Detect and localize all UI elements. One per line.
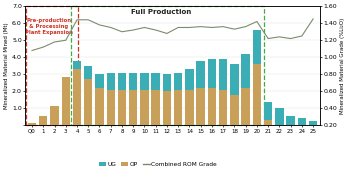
Bar [151,73,160,90]
Bar [275,108,284,125]
Bar [309,121,317,125]
Bar [230,64,239,95]
Combined ROM Grade [221,25,225,28]
Bar [264,102,272,120]
Combined ROM Grade [176,26,180,29]
Bar [71,6,264,125]
Bar [196,88,205,125]
Combined ROM Grade [244,25,248,28]
Bar [163,74,171,91]
Combined ROM Grade [232,28,237,30]
Bar [264,120,272,125]
Combined ROM Grade [266,37,270,40]
Combined ROM Grade [255,20,259,23]
Bar [106,73,115,90]
Combined ROM Grade [311,18,315,20]
Bar [129,73,138,90]
Combined ROM Grade [75,19,79,21]
Bar [174,73,183,90]
Combined ROM Grade [300,35,304,37]
Bar [242,88,250,125]
Combined ROM Grade [41,46,45,48]
Legend: UG, OP, Combined ROM Grade: UG, OP, Combined ROM Grade [99,162,217,167]
Bar [95,74,104,88]
Combined ROM Grade [52,41,57,43]
Combined ROM Grade [120,31,124,33]
Y-axis label: Mineralized Material Grade (%Li₂O): Mineralized Material Grade (%Li₂O) [340,18,345,114]
Combined ROM Grade [86,19,90,21]
Bar [287,116,295,125]
Bar [151,90,160,125]
Bar [242,54,250,88]
Bar [219,59,227,90]
Combined ROM Grade [30,49,34,52]
Bar [208,88,216,125]
Bar [140,90,149,125]
Combined ROM Grade [199,25,203,28]
Bar [39,116,47,125]
Bar [118,73,126,90]
Y-axis label: Mineralized Material Mined (Mt): Mineralized Material Mined (Mt) [4,22,9,109]
Bar [50,106,59,125]
Combined ROM Grade [64,39,68,41]
Bar [140,73,149,90]
Combined ROM Grade [187,26,192,29]
Bar [118,90,126,125]
Combined ROM Grade [165,32,169,35]
Text: Pre-production
& Processing
Plant Expansion: Pre-production & Processing Plant Expans… [25,18,73,36]
Bar [208,59,216,88]
Bar [163,91,171,125]
Combined ROM Grade [289,37,293,40]
Combined ROM Grade [210,26,214,29]
Combined ROM Grade [109,26,113,29]
Bar [73,61,81,69]
Bar [185,90,194,125]
Bar [185,69,194,90]
Bar [174,90,183,125]
Bar [73,69,81,125]
Combined ROM Grade [142,26,147,29]
Bar [230,95,239,125]
Bar [28,123,36,125]
Bar [26,6,77,125]
Line: Combined ROM Grade: Combined ROM Grade [32,19,313,51]
Combined ROM Grade [97,24,102,26]
Bar [253,30,261,64]
Combined ROM Grade [277,36,281,38]
Bar [129,90,138,125]
Combined ROM Grade [154,29,158,31]
Bar [219,90,227,125]
Bar [84,66,92,79]
Bar [61,77,70,125]
Bar [95,88,104,125]
Bar [84,79,92,125]
Bar [106,90,115,125]
Text: Full Production: Full Production [131,9,192,15]
Combined ROM Grade [131,29,135,31]
Bar [298,118,306,125]
Bar [196,61,205,88]
Bar [253,64,261,125]
